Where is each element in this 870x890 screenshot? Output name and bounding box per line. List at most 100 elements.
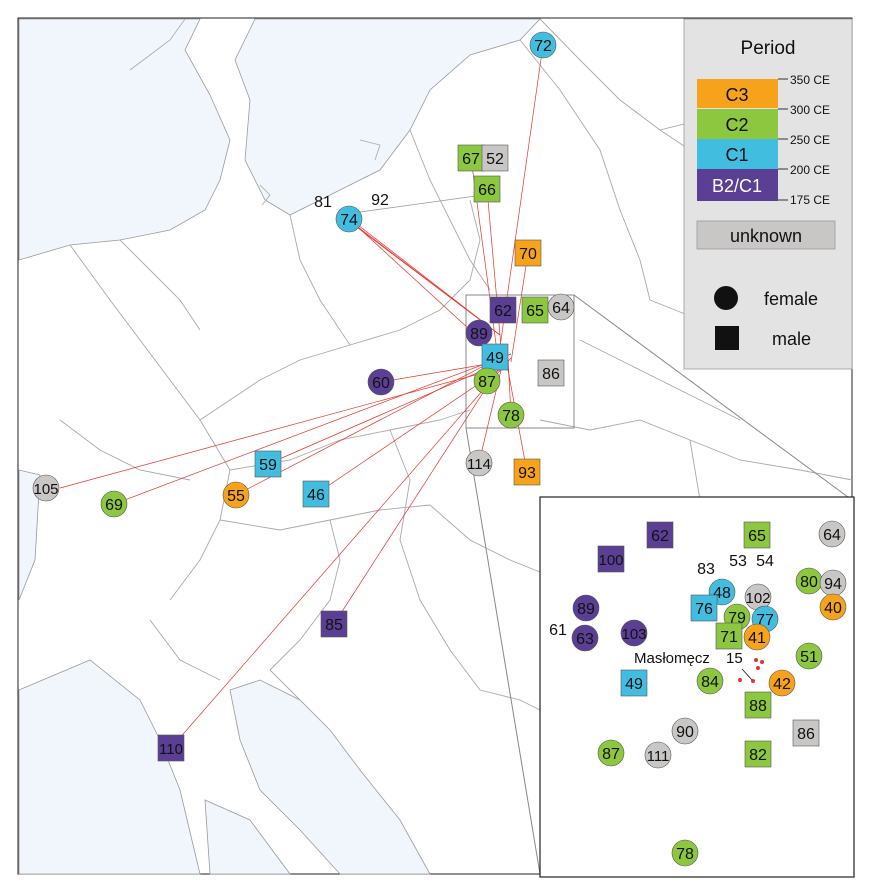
marker-label: 110 bbox=[159, 741, 183, 758]
marker-53: 53 bbox=[729, 553, 747, 570]
male-marker bbox=[254, 450, 282, 478]
female-marker bbox=[465, 449, 493, 477]
marker-label: 71 bbox=[720, 629, 738, 646]
marker-label: 74 bbox=[340, 212, 358, 229]
marker-label: 85 bbox=[325, 617, 343, 634]
legend-female-icon bbox=[714, 286, 738, 310]
female-marker bbox=[335, 205, 363, 233]
mediterranean-west bbox=[18, 659, 201, 875]
marker-62: 62 bbox=[646, 521, 674, 549]
atlantic-south bbox=[18, 469, 41, 601]
migration-link bbox=[344, 214, 501, 336]
female-marker bbox=[620, 619, 648, 647]
legend-date-ticks bbox=[778, 78, 788, 201]
marker-label: 78 bbox=[502, 408, 520, 425]
marker-78: 78 bbox=[671, 839, 699, 867]
legend-male-label: male bbox=[772, 329, 811, 349]
male-marker bbox=[157, 734, 185, 762]
marker-label: 64 bbox=[823, 527, 841, 544]
marker-86: 86 bbox=[537, 359, 565, 387]
marker-90: 90 bbox=[671, 717, 699, 745]
marker-100: 100 bbox=[597, 545, 625, 573]
legend: Period C3 C2 C1 B2/C1 350 CE 300 CE 250 … bbox=[683, 18, 853, 370]
legend-b2c1-swatch bbox=[697, 169, 778, 201]
female-marker bbox=[696, 667, 724, 695]
legend-title: Period bbox=[741, 38, 796, 59]
female-marker bbox=[819, 593, 847, 621]
inset-connector-top bbox=[573, 294, 853, 501]
female-marker bbox=[597, 739, 625, 767]
female-marker bbox=[743, 623, 771, 651]
marker-59: 59 bbox=[254, 450, 282, 478]
female-marker bbox=[572, 594, 600, 622]
marker-label: 70 bbox=[519, 246, 537, 263]
legend-c2-swatch bbox=[697, 109, 778, 139]
site-name: Masłomęcz bbox=[634, 650, 710, 667]
marker-label: 51 bbox=[800, 649, 818, 666]
legend-date-175: 175 CE bbox=[790, 193, 830, 207]
marker-88: 88 bbox=[744, 691, 772, 719]
marker-label: 49 bbox=[625, 676, 643, 693]
baltic-sea bbox=[234, 18, 541, 216]
male-marker bbox=[744, 691, 772, 719]
marker-label: 86 bbox=[542, 366, 560, 383]
marker-49: 49 bbox=[620, 669, 648, 697]
adriatic-sea bbox=[229, 679, 431, 875]
marker-label: 105 bbox=[33, 481, 58, 498]
marker-61: 61 bbox=[549, 622, 567, 639]
female-marker bbox=[644, 741, 672, 769]
female-marker bbox=[768, 669, 796, 697]
marker-87: 87 bbox=[473, 367, 501, 395]
marker-label: 81 bbox=[314, 194, 332, 211]
male-marker bbox=[521, 296, 549, 324]
marker-label: 52 bbox=[486, 151, 504, 168]
marker-label: 62 bbox=[494, 303, 512, 320]
female-marker bbox=[547, 293, 575, 321]
female-marker bbox=[529, 31, 557, 59]
marker-71: 71 bbox=[715, 622, 743, 650]
male-marker bbox=[514, 239, 542, 267]
marker-label: 89 bbox=[470, 326, 488, 343]
marker-41: 41 bbox=[743, 623, 771, 651]
marker-83: 83 bbox=[697, 561, 715, 578]
marker-65: 65 bbox=[743, 521, 771, 549]
marker-103: 103 bbox=[620, 619, 648, 647]
site-pointer bbox=[741, 668, 753, 681]
marker-label: 42 bbox=[773, 676, 791, 693]
marker-82: 82 bbox=[744, 740, 772, 768]
legend-unknown-swatch bbox=[696, 220, 836, 250]
marker-label: 46 bbox=[307, 487, 325, 504]
female-marker bbox=[497, 401, 525, 429]
male-marker bbox=[302, 480, 330, 508]
marker-label: 66 bbox=[478, 182, 496, 199]
marker-76: 76 bbox=[690, 594, 718, 622]
marker-92: 92 bbox=[371, 192, 389, 209]
marker-label: 84 bbox=[701, 674, 719, 691]
marker-110: 110 bbox=[157, 734, 185, 762]
marker-label: 89 bbox=[577, 601, 595, 618]
grey-link bbox=[359, 194, 484, 213]
male-marker bbox=[320, 610, 348, 638]
migration-link bbox=[486, 188, 503, 359]
male-marker bbox=[620, 669, 648, 697]
site-code: 15 bbox=[726, 650, 743, 667]
male-marker bbox=[792, 719, 820, 747]
male-marker bbox=[481, 343, 509, 371]
marker-label: 83 bbox=[697, 561, 715, 578]
marker-84: 84 bbox=[696, 667, 724, 695]
legend-c1-label: C1 bbox=[725, 145, 748, 165]
male-marker bbox=[743, 521, 771, 549]
marker-label: 53 bbox=[729, 553, 747, 570]
marker-label: 40 bbox=[824, 600, 842, 617]
marker-label: 86 bbox=[797, 726, 815, 743]
inset-map: Masłomęcz 15 62 65 64 100 83 53 54 80 94 48 102 40 8… bbox=[539, 496, 855, 878]
migration-link bbox=[59, 365, 509, 489]
migration-link bbox=[333, 353, 509, 625]
map-markers: 72 67 52 66 74 81 92 70 62 65 64 89 49 86 87 60 78 114 93 5… bbox=[32, 31, 575, 762]
marker-80: 80 bbox=[795, 567, 823, 595]
male-marker bbox=[744, 740, 772, 768]
marker-66: 66 bbox=[473, 175, 501, 203]
marker-60: 60 bbox=[367, 368, 395, 396]
female-marker bbox=[671, 839, 699, 867]
